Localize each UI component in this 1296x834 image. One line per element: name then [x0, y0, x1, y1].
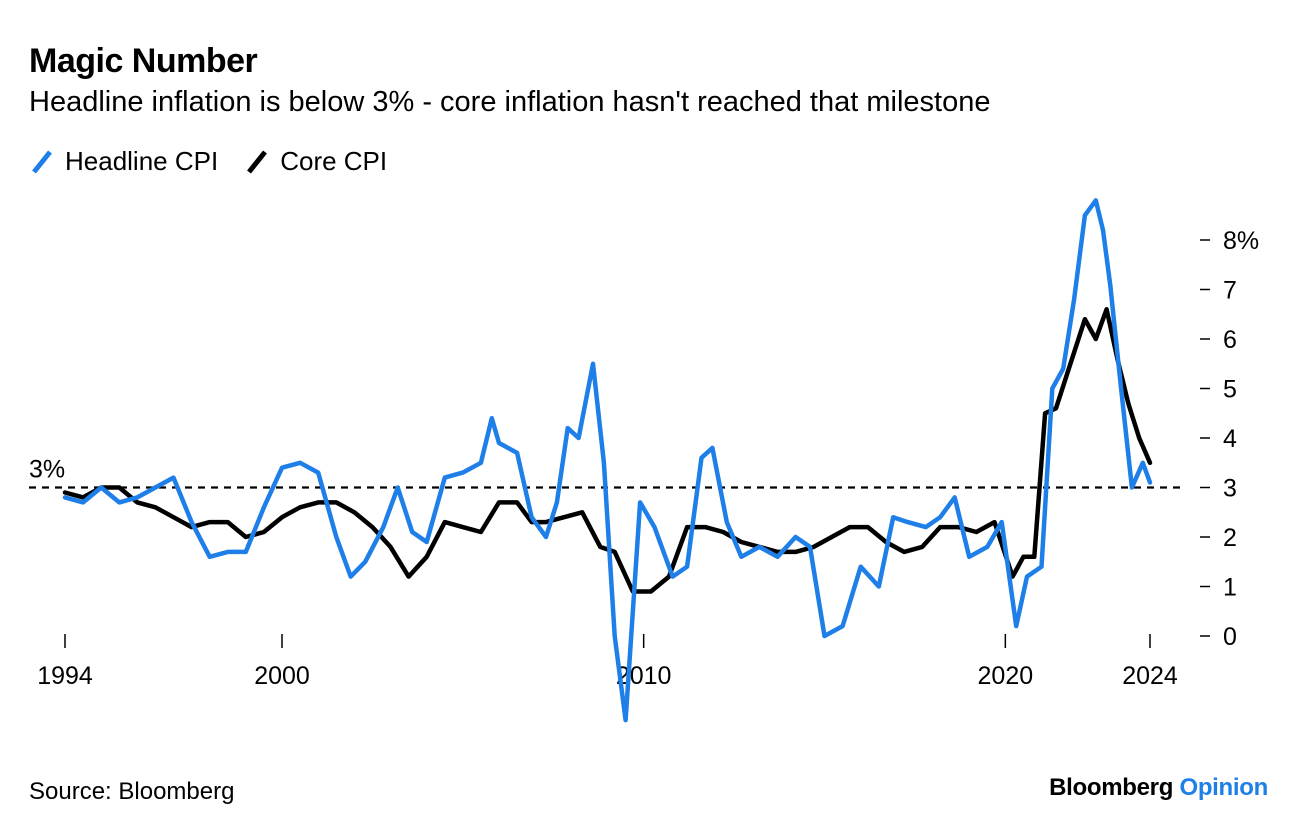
chart-title: Magic Number [29, 42, 258, 80]
legend-swatch-core-line [247, 149, 268, 174]
legend-label-headline-cpi: Headline CPI [65, 146, 219, 176]
legend-item-headline-cpi: Headline CPI [29, 146, 218, 177]
reference-line-label: 3% [29, 456, 65, 484]
y-tick-label: 7 [1223, 277, 1237, 305]
legend-swatch-core-icon [247, 149, 268, 174]
source-note: Source: Bloomberg [29, 778, 235, 805]
y-tick-label: 5 [1223, 376, 1237, 404]
chart-subtitle: Headline inflation is below 3% - core in… [29, 86, 991, 118]
legend-item-core-cpi: Core CPI [244, 146, 387, 177]
series-line-core-cpi [62, 307, 1153, 594]
x-tick-label: 2020 [978, 662, 1034, 690]
x-tick-label: 1994 [37, 662, 93, 690]
legend-swatch-headline-icon [32, 149, 52, 174]
y-tick-label: 4 [1223, 425, 1237, 453]
series-line-headline-cpi [62, 198, 1153, 723]
brand-name: Bloomberg [1049, 774, 1174, 801]
brand-accent: Opinion [1179, 774, 1268, 801]
x-tick-label: 2024 [1122, 662, 1178, 690]
y-tick-label: 1 [1223, 574, 1237, 602]
y-tick-label: 0 [1223, 623, 1237, 651]
x-tick-label: 2000 [254, 662, 310, 690]
y-tick-label: 6 [1223, 326, 1237, 354]
x-tick-label: 2010 [616, 662, 672, 690]
legend-swatch-headline-line [32, 149, 52, 174]
legend-label-core-cpi: Core CPI [280, 146, 388, 176]
brand-logo: Bloomberg Opinion [1049, 774, 1268, 802]
y-tick-label: 8% [1223, 227, 1259, 255]
y-tick-label: 3 [1223, 475, 1237, 503]
y-tick-label: 2 [1223, 524, 1237, 552]
chart-legend: Headline CPI Core CPI [29, 146, 413, 177]
